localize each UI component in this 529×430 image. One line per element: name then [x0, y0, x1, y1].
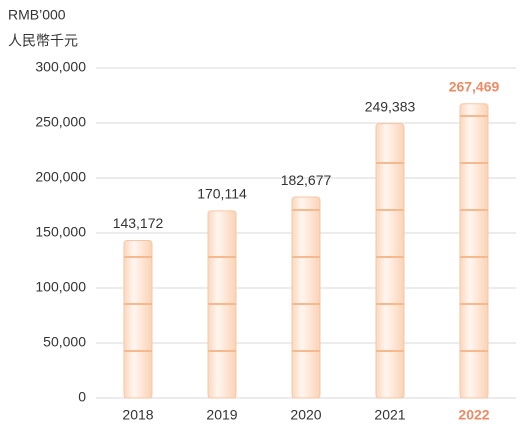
- unit-label: RMB’000: [8, 7, 66, 23]
- bar: [292, 197, 320, 398]
- y-tick-label: 150,000: [35, 224, 86, 240]
- value-label: 267,469: [449, 78, 500, 94]
- chart: RMB’000 人民幣千元 0 50,000 100,000 150,000 200,0…: [0, 0, 529, 425]
- y-tick-label: 100,000: [35, 279, 86, 295]
- x-tick-label: 2019: [206, 407, 237, 423]
- y-tick-label: 0: [78, 389, 86, 405]
- bar: [124, 241, 152, 398]
- y-tick-label: 200,000: [35, 169, 86, 185]
- bar: [376, 124, 404, 398]
- y-tick-label: 300,000: [35, 59, 86, 75]
- unit-label: 人民幣千元: [8, 33, 78, 49]
- bar: [460, 104, 488, 398]
- value-label: 182,677: [281, 172, 332, 188]
- value-label: 249,383: [365, 98, 416, 114]
- y-tick-label: 50,000: [43, 334, 86, 350]
- x-tick-label: 2021: [374, 407, 405, 423]
- x-tick-label: 2020: [290, 407, 321, 423]
- y-tick-label: 250,000: [35, 114, 86, 130]
- x-tick-label: 2018: [122, 407, 153, 423]
- x-tick-label: 2022: [458, 407, 489, 423]
- value-label: 143,172: [113, 215, 164, 231]
- value-label: 170,114: [197, 186, 247, 202]
